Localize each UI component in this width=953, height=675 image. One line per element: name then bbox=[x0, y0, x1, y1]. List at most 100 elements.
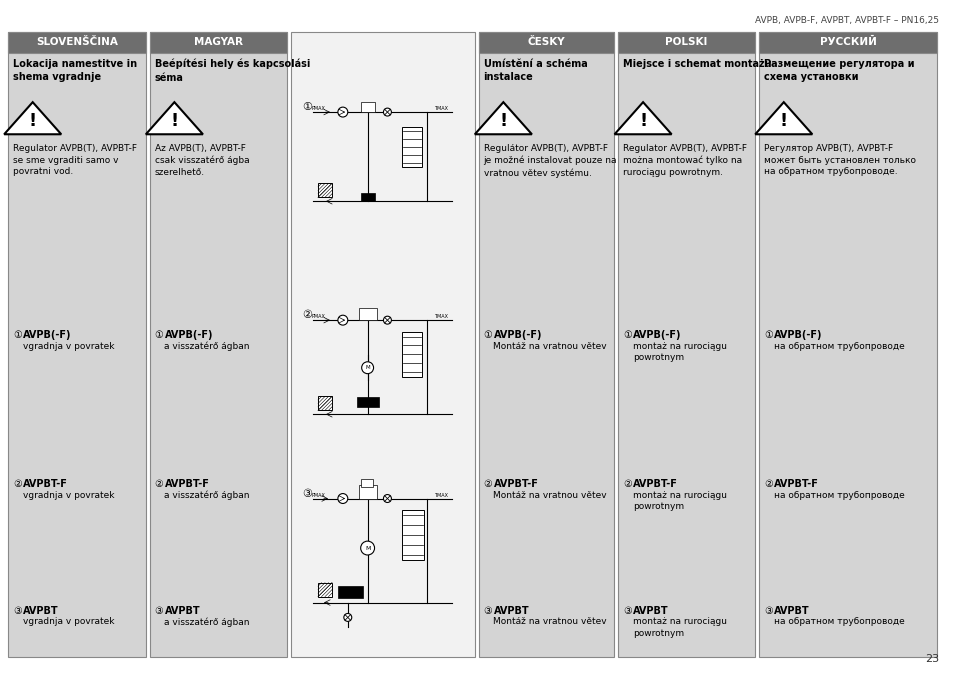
Text: ②: ② bbox=[763, 479, 772, 489]
Text: MAGYAR: MAGYAR bbox=[193, 37, 243, 47]
Text: ③: ③ bbox=[154, 605, 163, 616]
Text: vgradnja v povratek: vgradnja v povratek bbox=[23, 618, 114, 626]
Text: montaż na rurociągu
powrotnym: montaż na rurociągu powrotnym bbox=[633, 491, 726, 511]
Bar bbox=[402, 127, 421, 167]
Text: Umístění a schéma
instalace: Umístění a schéma instalace bbox=[483, 59, 587, 82]
Circle shape bbox=[383, 316, 391, 324]
Text: на обратном трубопроводе: на обратном трубопроводе bbox=[773, 342, 903, 351]
Text: PMAX: PMAX bbox=[311, 493, 325, 497]
Circle shape bbox=[337, 107, 348, 117]
Bar bbox=[150, 32, 287, 657]
Text: ①: ① bbox=[302, 102, 312, 112]
Text: Regulator AVPB(T), AVPBT-F
se sme vgraditi samo v
povratni vod.: Regulator AVPB(T), AVPBT-F se sme vgradi… bbox=[13, 144, 136, 176]
Text: !: ! bbox=[639, 113, 646, 130]
Circle shape bbox=[360, 541, 375, 555]
Text: AVPB(-F): AVPB(-F) bbox=[633, 330, 681, 340]
Bar bbox=[360, 102, 375, 112]
Text: ②: ② bbox=[302, 310, 312, 320]
Circle shape bbox=[383, 108, 391, 116]
Text: TMAX: TMAX bbox=[434, 106, 448, 111]
Bar bbox=[358, 485, 376, 499]
Text: vgradnja v povratek: vgradnja v povratek bbox=[23, 491, 114, 500]
Bar bbox=[317, 583, 332, 597]
Bar bbox=[360, 193, 375, 201]
Bar bbox=[478, 32, 614, 657]
Text: AVPBT: AVPBT bbox=[164, 605, 200, 616]
Text: AVPBT-F: AVPBT-F bbox=[633, 479, 678, 489]
Text: AVPB(-F): AVPB(-F) bbox=[164, 330, 213, 340]
Text: ①: ① bbox=[13, 330, 22, 340]
Polygon shape bbox=[614, 102, 671, 134]
Text: Montáž na vratnou větev: Montáž na vratnou větev bbox=[493, 491, 606, 500]
Circle shape bbox=[361, 362, 374, 374]
Text: Az AVPB(T), AVPBT-F
csak visszatérő ágba
szerelhető.: Az AVPB(T), AVPBT-F csak visszatérő ágba… bbox=[154, 144, 249, 177]
Bar bbox=[8, 32, 146, 657]
Text: AVPB(-F): AVPB(-F) bbox=[23, 330, 71, 340]
Bar bbox=[358, 308, 376, 320]
Bar bbox=[150, 32, 287, 53]
Text: Montáž na vratnou větev: Montáž na vratnou větev bbox=[493, 618, 606, 626]
Bar bbox=[356, 398, 378, 407]
Bar bbox=[402, 510, 424, 560]
Text: AVPBT-F: AVPBT-F bbox=[23, 479, 68, 489]
Text: AVPBT: AVPBT bbox=[633, 605, 668, 616]
Text: ČESKY: ČESKY bbox=[527, 37, 565, 47]
Text: !: ! bbox=[29, 113, 37, 130]
Text: AVPBT: AVPBT bbox=[493, 605, 529, 616]
Text: AVPB, AVPB-F, AVPBT, AVPBT-F – PN16,25: AVPB, AVPB-F, AVPBT, AVPBT-F – PN16,25 bbox=[755, 16, 939, 26]
Bar bbox=[759, 32, 937, 657]
Text: !: ! bbox=[498, 113, 507, 130]
Text: AVPBT: AVPBT bbox=[23, 605, 58, 616]
Text: a visszatérő ágban: a visszatérő ágban bbox=[164, 342, 250, 352]
Bar bbox=[317, 396, 332, 410]
Text: M: M bbox=[365, 365, 370, 370]
Text: РУССКИЙ: РУССКИЙ bbox=[819, 37, 876, 47]
Bar bbox=[317, 184, 332, 197]
Text: PMAX: PMAX bbox=[311, 106, 325, 111]
Polygon shape bbox=[755, 102, 811, 134]
Text: ①: ① bbox=[154, 330, 163, 340]
Text: AVPBT: AVPBT bbox=[773, 605, 809, 616]
Bar bbox=[337, 586, 362, 597]
Text: PMAX: PMAX bbox=[311, 314, 325, 319]
Text: ③: ③ bbox=[622, 605, 631, 616]
Text: на обратном трубопроводе: на обратном трубопроводе bbox=[773, 618, 903, 626]
Text: Regulator AVPB(T), AVPBT-F
można montować tylko na
rurociągu powrotnym.: Regulator AVPB(T), AVPBT-F można montowa… bbox=[622, 144, 746, 177]
Bar bbox=[618, 32, 754, 657]
Text: Montáž na vratnou větev: Montáž na vratnou větev bbox=[493, 342, 606, 351]
Text: TMAX: TMAX bbox=[434, 314, 448, 319]
Text: POLSKI: POLSKI bbox=[665, 37, 707, 47]
Text: montaż na rurociągu
powrotnym: montaż na rurociągu powrotnym bbox=[633, 618, 726, 638]
Text: TMAX: TMAX bbox=[434, 493, 448, 497]
Text: Regulátor AVPB(T), AVPBT-F
je možné instalovat pouze na
vratnou větev systému.: Regulátor AVPB(T), AVPBT-F je možné inst… bbox=[483, 144, 617, 178]
Text: ③: ③ bbox=[302, 489, 312, 499]
Text: a visszatérő ágban: a visszatérő ágban bbox=[164, 491, 250, 500]
Text: ②: ② bbox=[13, 479, 22, 489]
Text: ①: ① bbox=[622, 330, 631, 340]
Bar bbox=[291, 32, 475, 657]
Polygon shape bbox=[475, 102, 532, 134]
Circle shape bbox=[343, 614, 352, 622]
Bar bbox=[759, 32, 937, 53]
Text: ②: ② bbox=[483, 479, 492, 489]
Text: montaż na rurociągu
powrotnym: montaż na rurociągu powrotnym bbox=[633, 342, 726, 362]
Text: SLOVENŠČINA: SLOVENŠČINA bbox=[36, 37, 117, 47]
Text: AVPBT-F: AVPBT-F bbox=[164, 479, 209, 489]
Text: vgradnja v povratek: vgradnja v povratek bbox=[23, 342, 114, 351]
Bar bbox=[402, 332, 421, 377]
Text: Miejsce i schemat montażu: Miejsce i schemat montażu bbox=[622, 59, 771, 69]
Bar bbox=[8, 32, 146, 53]
Text: ③: ③ bbox=[763, 605, 772, 616]
Polygon shape bbox=[4, 102, 61, 134]
Text: !: ! bbox=[171, 113, 178, 130]
Bar bbox=[478, 32, 614, 53]
Text: на обратном трубопроводе: на обратном трубопроводе bbox=[773, 491, 903, 500]
Text: ②: ② bbox=[622, 479, 631, 489]
Text: M: M bbox=[365, 545, 370, 551]
Text: 23: 23 bbox=[924, 654, 939, 664]
Bar bbox=[618, 32, 754, 53]
Text: Beépítési hely és kapcsolási
séma: Beépítési hely és kapcsolási séma bbox=[154, 59, 310, 82]
Text: ②: ② bbox=[154, 479, 163, 489]
Bar bbox=[360, 479, 373, 487]
Text: !: ! bbox=[779, 113, 787, 130]
